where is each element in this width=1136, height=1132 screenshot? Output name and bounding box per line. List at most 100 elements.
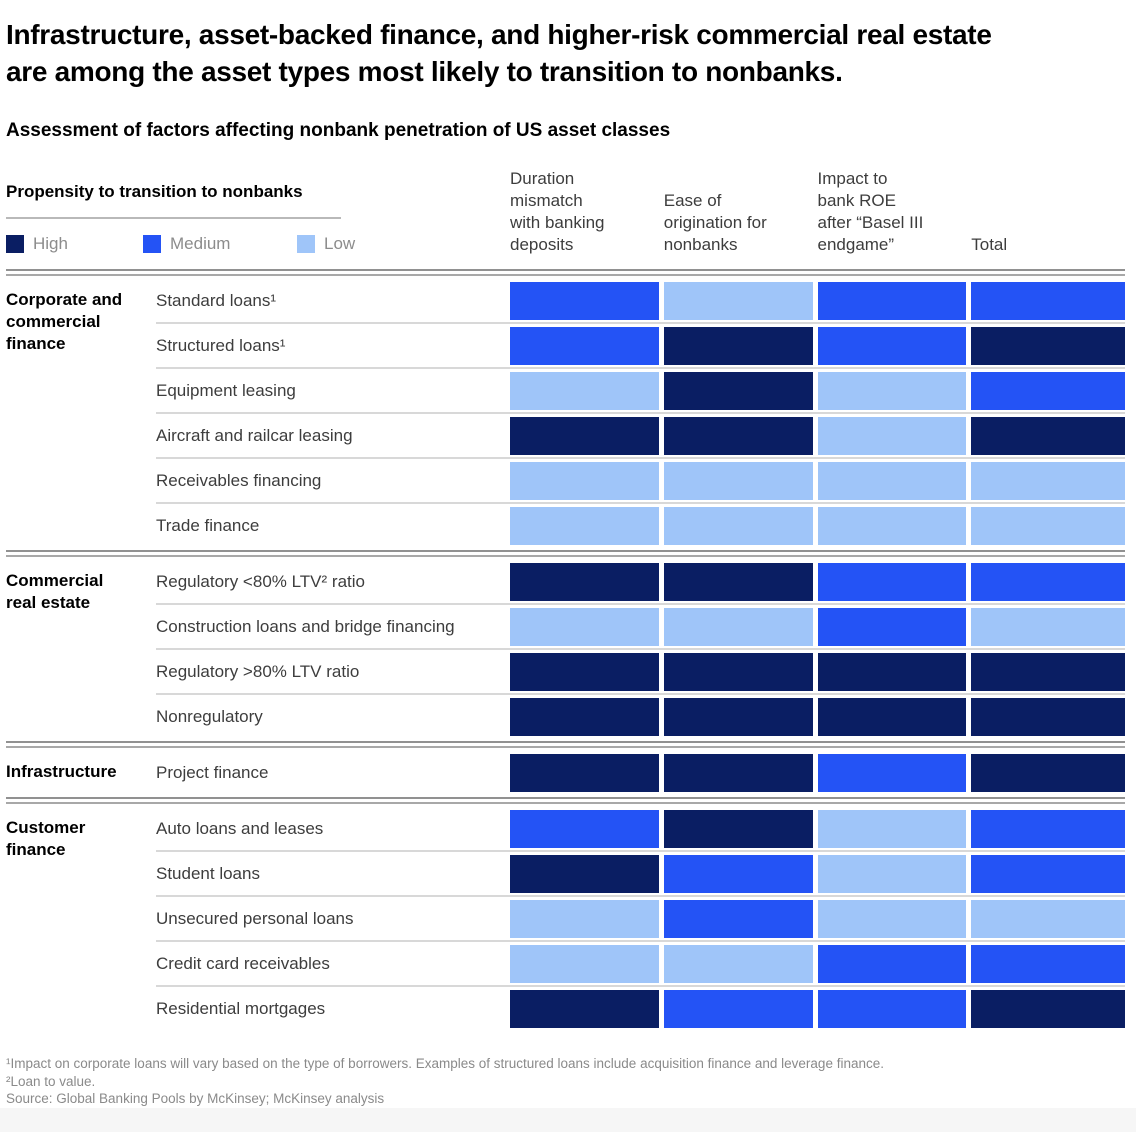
matrix-cell-low <box>663 607 818 646</box>
row-label: Receivables financing <box>156 470 322 490</box>
table-row: Project finance <box>156 750 1125 795</box>
matrix-cell-low <box>510 607 664 646</box>
matrix-cell-medium <box>817 989 972 1028</box>
matrix-cell-medium <box>971 944 1125 983</box>
matrix-cell-low <box>971 506 1125 545</box>
matrix-cell-low <box>510 506 664 545</box>
group-label: Customer finance <box>6 818 86 859</box>
legend-label-high: High <box>33 234 68 253</box>
bottom-bar <box>0 1108 1136 1132</box>
matrix-cell-low <box>817 809 972 848</box>
matrix-cell-high <box>663 371 818 410</box>
table-row: Standard loans¹ <box>156 278 1125 323</box>
row-label: Trade finance <box>156 515 260 535</box>
matrix-cell-high <box>971 697 1125 736</box>
table-row: Nonregulatory <box>156 693 1125 739</box>
source-line: Source: Global Banking Pools by McKinsey… <box>6 1091 385 1106</box>
column-header-ease-of-origination: Ease of origination for nonbanks <box>663 191 767 254</box>
row-label: Regulatory <80% LTV² ratio <box>156 571 365 591</box>
matrix-cell-low <box>510 899 664 938</box>
matrix-cell-high <box>663 809 818 848</box>
matrix-cell-high <box>510 697 664 736</box>
matrix-cell-medium <box>510 326 664 365</box>
row-label: Equipment leasing <box>156 380 296 400</box>
group-separator <box>6 797 1125 804</box>
matrix-cell-medium <box>817 753 972 792</box>
matrix-cell-medium <box>817 944 972 983</box>
matrix-cell-high <box>663 326 818 365</box>
matrix-cell-low <box>817 854 972 893</box>
row-label: Credit card receivables <box>156 953 330 973</box>
legend-rule <box>6 217 341 219</box>
high-swatch-icon <box>6 235 24 253</box>
legend: Propensity to transition to nonbanks Hig… <box>6 182 510 257</box>
matrix-cell-high <box>510 854 664 893</box>
group-rows: Auto loans and leases Student loans Unsecu… <box>156 806 1125 1031</box>
matrix-cell-low <box>510 944 664 983</box>
table-row: Student loans <box>156 850 1125 896</box>
matrix-cell-high <box>971 652 1125 691</box>
row-group: Infrastructure Project finance <box>6 750 1125 795</box>
matrix-cell-high <box>971 326 1125 365</box>
matrix-cell-medium <box>971 809 1125 848</box>
table-row: Equipment leasing <box>156 367 1125 413</box>
row-label: Regulatory >80% LTV ratio <box>156 661 360 681</box>
group-label: Corporate and commercial finance <box>6 290 123 353</box>
matrix-cell-high <box>510 652 664 691</box>
legend-label-medium: Medium <box>170 234 231 253</box>
legend-item-high: High <box>6 234 143 254</box>
table-row: Construction loans and bridge financing <box>156 603 1125 649</box>
matrix-cell-high <box>663 697 818 736</box>
matrix-cell-low <box>663 506 818 545</box>
matrix-cell-medium <box>663 899 818 938</box>
row-label: Student loans <box>156 863 260 883</box>
matrix-cell-low <box>971 461 1125 500</box>
table-row: Auto loans and leases <box>156 806 1125 851</box>
column-header-duration-mismatch: Duration mismatch with banking deposits <box>510 169 605 254</box>
table-header: Propensity to transition to nonbanks Hig… <box>6 168 1125 257</box>
matrix-cell-low <box>971 899 1125 938</box>
table-row: Regulatory >80% LTV ratio <box>156 648 1125 694</box>
footnote-1: ¹Impact on corporate loans will vary bas… <box>6 1056 884 1071</box>
row-label: Unsecured personal loans <box>156 908 354 928</box>
group-label: Commercial real estate <box>6 571 104 612</box>
matrix-cell-high <box>971 989 1125 1028</box>
row-group: Corporate and commercial finance Standard… <box>6 278 1125 548</box>
matrix-cell-low <box>663 944 818 983</box>
row-group: Customer finance Auto loans and leases Stu… <box>6 806 1125 1031</box>
matrix-cell-medium <box>817 562 972 601</box>
matrix-cell-high <box>663 652 818 691</box>
column-header-impact-to-bank-roe: Impact to bank ROE after “Basel III endg… <box>817 169 924 254</box>
table-row: Structured loans¹ <box>156 322 1125 368</box>
matrix-cell-medium <box>971 854 1125 893</box>
table-row: Credit card receivables <box>156 940 1125 986</box>
row-label: Structured loans¹ <box>156 335 286 355</box>
matrix-cell-high <box>510 562 664 601</box>
footnote-2: ²Loan to value. <box>6 1073 96 1089</box>
table-row: Residential mortgages <box>156 985 1125 1031</box>
matrix-cell-medium <box>663 989 818 1028</box>
matrix-cell-low <box>663 281 818 320</box>
matrix-cell-low <box>817 899 972 938</box>
matrix-cell-low <box>817 416 972 455</box>
matrix-cell-high <box>663 753 818 792</box>
matrix-cell-low <box>817 371 972 410</box>
table-row: Aircraft and railcar leasing <box>156 412 1125 458</box>
group-rows: Project finance <box>156 750 1125 795</box>
header-separator <box>6 269 1125 276</box>
legend-label-low: Low <box>324 234 356 253</box>
matrix-cell-medium <box>971 562 1125 601</box>
row-label: Standard loans¹ <box>156 290 277 310</box>
footnotes: ¹Impact on corporate loans will vary bas… <box>6 1055 1125 1108</box>
row-group: Commercial real estate Regulatory <80% LT… <box>6 559 1125 739</box>
matrix-cell-low <box>817 461 972 500</box>
matrix-cell-medium <box>510 281 664 320</box>
table-row: Regulatory <80% LTV² ratio <box>156 559 1125 604</box>
matrix-cell-medium <box>971 371 1125 410</box>
matrix-cell-high <box>663 416 818 455</box>
row-label: Nonregulatory <box>156 706 263 726</box>
table-row: Unsecured personal loans <box>156 895 1125 941</box>
chart-subtitle: Assessment of factors affecting nonbank … <box>6 120 671 141</box>
matrix-cell-high <box>971 416 1125 455</box>
